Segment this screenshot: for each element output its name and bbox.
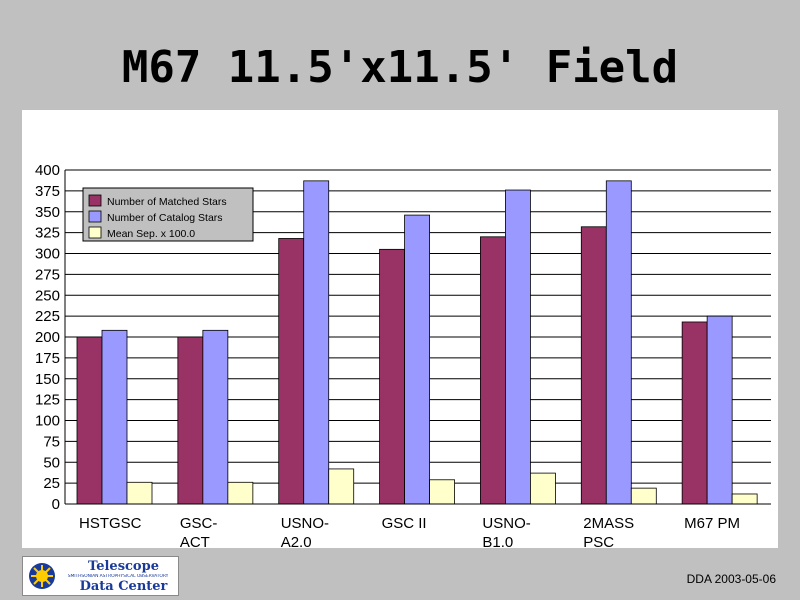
x-tick-label: GSC- [180, 515, 218, 532]
x-tick-label: HSTGSC [79, 515, 142, 532]
footer-credit: DDA 2003-05-06 [686, 572, 776, 586]
bar-catalog [202, 329, 229, 505]
y-tick-label: 300 [35, 246, 60, 263]
y-tick-label: 175 [35, 350, 60, 367]
bar-meansep [429, 479, 455, 505]
bar-meansep [126, 481, 153, 505]
x-tick-label: M67 PM [684, 515, 740, 532]
y-tick-label: 25 [43, 475, 60, 492]
bar-meansep [227, 481, 254, 505]
x-tick-label: PSC [583, 534, 614, 548]
y-tick-label: 250 [35, 287, 60, 304]
x-tick-label: USNO- [482, 515, 530, 532]
bar-matched [480, 236, 506, 505]
y-tick-label: 75 [43, 433, 60, 450]
y-tick-label: 325 [35, 225, 60, 242]
legend-label: Mean Sep. x 100.0 [107, 228, 195, 240]
x-tick-label: USNO- [281, 515, 329, 532]
y-tick-label: 375 [35, 183, 60, 200]
x-tick-label: B1.0 [482, 534, 513, 548]
bar-catalog [303, 180, 330, 505]
legend-box [82, 187, 254, 242]
logo-subtitle: SMITHSONIAN ASTROPHYSICAL OBSERVATORY [67, 574, 169, 579]
legend-swatch-matched [88, 194, 102, 207]
bar-matched [580, 226, 607, 505]
bar-matched [278, 238, 305, 505]
bar-matched [76, 336, 103, 505]
y-tick-label: 350 [35, 204, 60, 221]
bar-catalog [404, 214, 430, 505]
x-tick-label: ACT [180, 534, 210, 548]
bar-matched [177, 336, 204, 505]
bar-catalog [505, 189, 531, 505]
y-tick-label: 125 [35, 392, 60, 409]
legend-swatch-catalog [88, 210, 102, 223]
logo-title-2: Data Center [79, 579, 168, 594]
bar-meansep [731, 493, 758, 505]
bar-catalog [706, 315, 733, 505]
sun-icon [29, 563, 55, 589]
x-tick-label: A2.0 [281, 534, 312, 548]
bar-matched [379, 248, 405, 505]
bar-catalog [605, 180, 632, 505]
y-tick-label: 50 [43, 454, 60, 471]
x-tick-label: 2MASS [583, 515, 634, 532]
legend-label: Number of Catalog Stars [107, 212, 223, 224]
bar-catalog [101, 329, 128, 505]
y-tick-label: 100 [35, 413, 60, 430]
y-tick-label: 275 [35, 266, 60, 283]
chart-panel: 0 25 50 75 100 125 150 175 200 225 250 275 300 325 350… [22, 110, 778, 548]
bar-chart: 0 25 50 75 100 125 150 175 200 225 250 275 300 325 350… [35, 162, 771, 548]
legend-swatch-meansep [88, 226, 102, 239]
bar-meansep [530, 472, 556, 505]
y-tick-label: 225 [35, 308, 60, 325]
x-tick-label: GSC II [382, 515, 427, 532]
y-tick-label: 400 [35, 162, 60, 179]
logo-title: Telescope [88, 559, 159, 574]
bar-meansep [328, 468, 355, 505]
y-tick-label: 200 [35, 329, 60, 346]
y-tick-label: 150 [35, 371, 60, 388]
slide-title: M67 11.5'x11.5' Field [121, 42, 679, 93]
legend-label: Number of Matched Stars [107, 196, 227, 208]
y-tick-label: 0 [52, 496, 60, 513]
bar-meansep [630, 487, 657, 505]
bar-matched [681, 321, 708, 505]
telescope-data-center-logo: Telescope SMITHSONIAN ASTROPHYSICAL OBSE… [22, 556, 179, 596]
